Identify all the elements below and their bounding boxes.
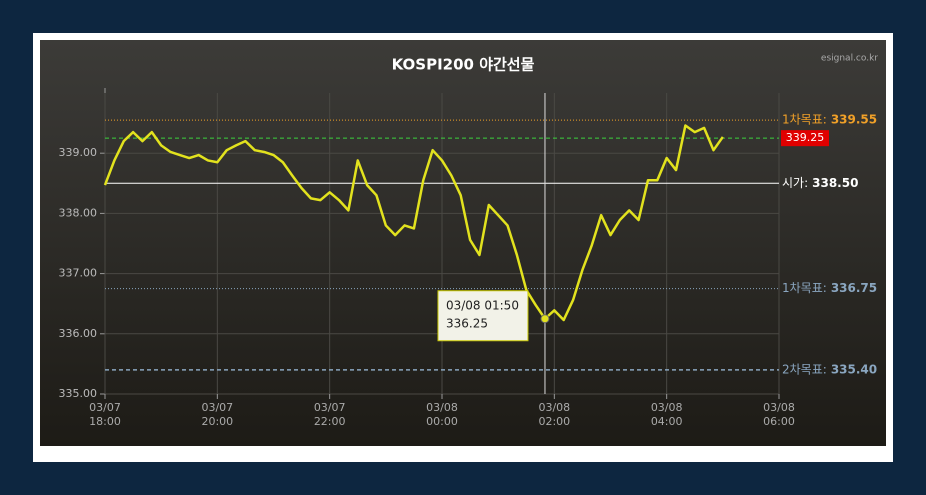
x-tick-label: 03/07 22:00 bbox=[314, 401, 346, 428]
y-tick-label: 339.00 bbox=[59, 146, 98, 159]
level-value: 339.55 bbox=[831, 113, 877, 127]
level-value: 338.50 bbox=[812, 176, 858, 190]
y-tick-label: 335.00 bbox=[59, 387, 98, 400]
y-tick-label: 336.00 bbox=[59, 327, 98, 340]
x-tick-label: 03/08 02:00 bbox=[538, 401, 570, 428]
tooltip bbox=[437, 290, 529, 342]
level-name: 2차목표: bbox=[782, 362, 827, 376]
chart-title: KOSPI200 야간선물 bbox=[392, 56, 535, 74]
source: esignal.co.kr bbox=[821, 54, 878, 64]
x-tick-label: 03/07 18:00 bbox=[89, 401, 121, 428]
x-tick-label: 03/08 00:00 bbox=[426, 401, 458, 428]
level-value: 335.40 bbox=[831, 362, 877, 376]
level-name: 1차목표: bbox=[782, 113, 827, 127]
tooltip-point bbox=[540, 314, 550, 324]
tooltip-value: 336.25 bbox=[446, 316, 488, 330]
x-tick-label: 03/08 04:00 bbox=[651, 401, 683, 428]
y-tick-label: 337.00 bbox=[59, 267, 98, 280]
level-value: 336.75 bbox=[831, 281, 877, 295]
chart: KOSPI200 야간선물 esignal.co.kr 335.00 336.00… bbox=[40, 40, 886, 446]
background bbox=[40, 40, 886, 446]
x-tick-label: 03/08 06:00 bbox=[763, 401, 795, 428]
x-tick-label: 03/07 20:00 bbox=[201, 401, 233, 428]
level-name: 1차목표: bbox=[782, 281, 827, 295]
price-box bbox=[781, 130, 829, 147]
price-label: 339.25 bbox=[786, 131, 825, 144]
tooltip-x: 03/08 01:50 bbox=[446, 298, 519, 312]
y-tick-label: 338.00 bbox=[59, 206, 98, 219]
level-name: 시가: bbox=[782, 176, 808, 190]
series-line bbox=[103, 124, 724, 322]
